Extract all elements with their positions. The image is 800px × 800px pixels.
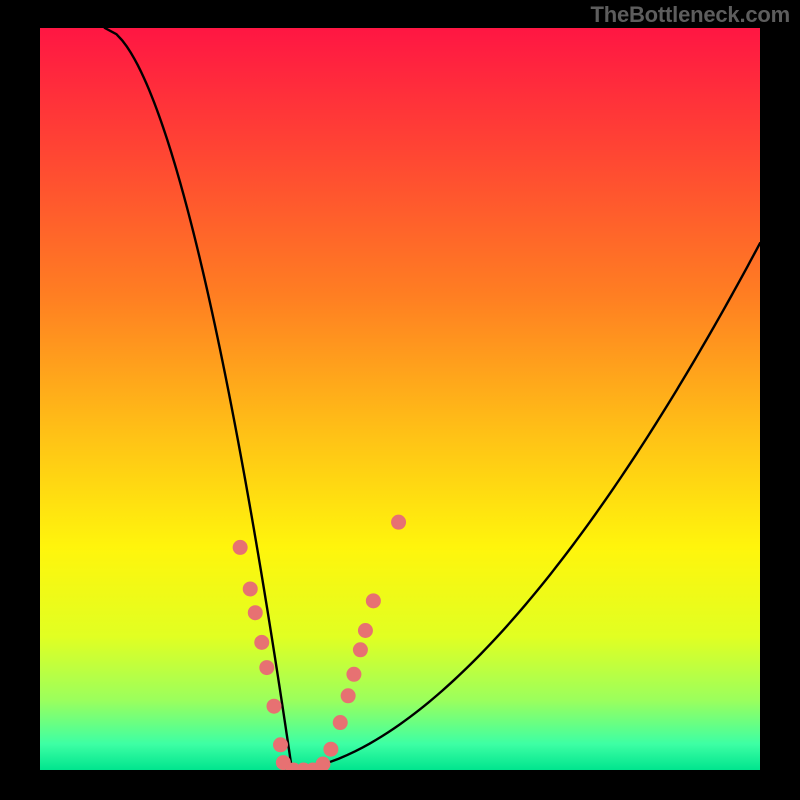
chart-root: TheBottleneck.com (0, 0, 800, 800)
data-point (358, 623, 373, 638)
plot-area (40, 28, 760, 770)
data-point (243, 581, 258, 596)
data-point (267, 699, 282, 714)
watermark-text: TheBottleneck.com (590, 2, 790, 28)
plot-svg (40, 28, 760, 770)
data-point (273, 737, 288, 752)
data-point (391, 515, 406, 530)
data-point (341, 688, 356, 703)
data-point (254, 635, 269, 650)
data-point (353, 642, 368, 657)
data-point (233, 540, 248, 555)
data-point (366, 593, 381, 608)
data-point (333, 715, 348, 730)
data-point (323, 742, 338, 757)
data-point (346, 667, 361, 682)
data-point (259, 660, 274, 675)
data-point (248, 605, 263, 620)
